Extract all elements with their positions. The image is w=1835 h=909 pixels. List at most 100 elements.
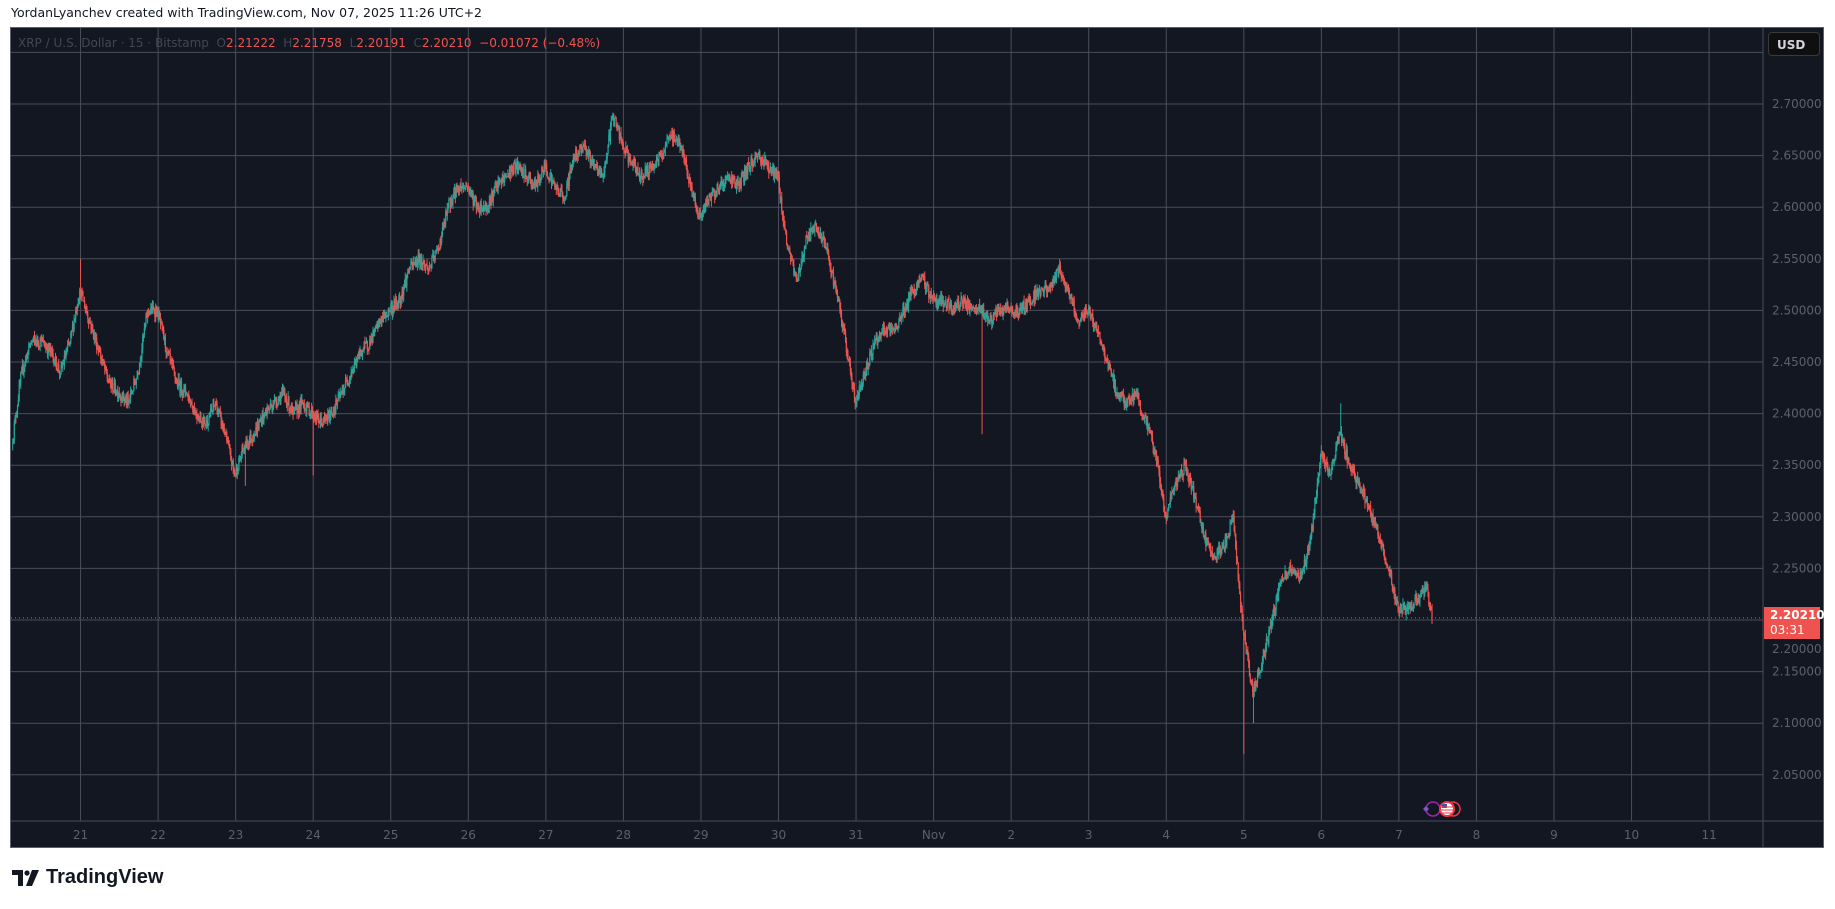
candle-down [659, 152, 661, 154]
candle-up [741, 175, 743, 177]
candle-up [1192, 485, 1194, 487]
candle-down [508, 174, 510, 176]
candle-up [1362, 488, 1364, 497]
candle-up [212, 403, 214, 410]
candle-up [951, 310, 953, 312]
candle-down [1363, 488, 1365, 493]
candle-up [273, 403, 275, 408]
candle-up [201, 421, 203, 424]
candle-up [1335, 447, 1337, 457]
candle-up [1246, 650, 1248, 654]
candle-up [878, 332, 881, 338]
candle-up [706, 200, 709, 202]
candle-up [651, 165, 653, 168]
candle-up [235, 467, 238, 474]
candle-up [531, 183, 533, 188]
chart-panel[interactable]: 2.70000 2.65000 2.60000 2.55000 2.50000 2.450… [10, 27, 1824, 848]
candle-up [63, 354, 65, 365]
candle-down [561, 189, 563, 197]
sparkle-icon[interactable] [1423, 806, 1429, 812]
candle-up [1252, 692, 1255, 694]
candle-down [659, 153, 662, 158]
candle-up [431, 256, 433, 268]
time-tick-label: 26 [461, 828, 476, 842]
candle-up [971, 306, 973, 311]
candle-up [348, 379, 351, 383]
candle-down [1329, 474, 1331, 476]
candle-up [31, 340, 33, 342]
candle-down [51, 348, 53, 353]
candle-up [732, 177, 734, 183]
candle-up [582, 145, 584, 152]
candle-down [1165, 516, 1167, 520]
candle-down [1021, 307, 1023, 310]
candle-down [1084, 311, 1086, 316]
candle-down [643, 176, 646, 178]
candle-up [1206, 538, 1208, 547]
candle-down [542, 170, 545, 173]
candle-down [845, 341, 847, 352]
candle-up [545, 164, 547, 166]
candle-up [117, 392, 120, 398]
candle-down [564, 196, 566, 198]
candle-up [207, 424, 209, 426]
candle-down [1428, 592, 1430, 605]
candle-down [1404, 605, 1406, 615]
us-flag-canton[interactable] [1442, 804, 1447, 808]
candle-down [1023, 301, 1025, 310]
candle-down [1122, 393, 1125, 397]
candle-down [1162, 492, 1164, 499]
candle-up [361, 350, 364, 357]
candle-down [710, 196, 712, 201]
candle-down [629, 158, 631, 160]
candle-up [897, 328, 899, 330]
candle-up [1176, 479, 1179, 487]
candle-down [1147, 421, 1149, 431]
candle-up [142, 335, 144, 349]
candle-up [231, 460, 234, 465]
candle-down [315, 412, 318, 420]
candle-down [580, 146, 582, 152]
candle-up [404, 278, 406, 286]
time-tick-label: 4 [1162, 828, 1170, 842]
candle-down [786, 245, 788, 249]
candle-down [181, 392, 183, 395]
candle-up [612, 114, 614, 119]
candle-down [930, 291, 932, 298]
candle-up [390, 305, 392, 311]
candle-up [654, 165, 656, 167]
candle-down [426, 265, 428, 267]
candle-down [231, 459, 233, 465]
candle-down [848, 359, 850, 362]
tradingview-logo[interactable]: TradingView [12, 866, 163, 889]
candle-up [640, 171, 642, 180]
candle-down [216, 403, 218, 415]
high-value: 2.21758 [292, 36, 342, 50]
candle-up [605, 162, 607, 166]
price-chart[interactable]: 2.700002.650002.600002.550002.500002.450… [11, 28, 1823, 847]
candle-up [1038, 289, 1040, 297]
currency-button[interactable]: USD [1768, 32, 1820, 56]
candle-up [1043, 286, 1045, 293]
candle-down [282, 389, 284, 393]
candle-up [999, 308, 1001, 313]
candle-up [505, 176, 507, 178]
candle-up [725, 176, 727, 180]
candle-up [938, 298, 940, 300]
candle-down [730, 182, 732, 184]
candle-down [1168, 504, 1171, 506]
brand-name: TradingView [46, 866, 164, 888]
candle-up [446, 208, 448, 216]
candle-up [539, 178, 541, 182]
economic-event-icons[interactable] [1423, 801, 1461, 817]
candle-down [361, 351, 363, 357]
candle-up [919, 279, 921, 282]
candle-down [1092, 313, 1094, 323]
candle-up [1137, 392, 1139, 397]
candle-down [1396, 599, 1398, 604]
candle-down [1344, 445, 1346, 455]
candle-up [991, 322, 994, 324]
candle-down [159, 312, 161, 318]
candle-up [537, 175, 539, 187]
candle-down [536, 180, 538, 187]
